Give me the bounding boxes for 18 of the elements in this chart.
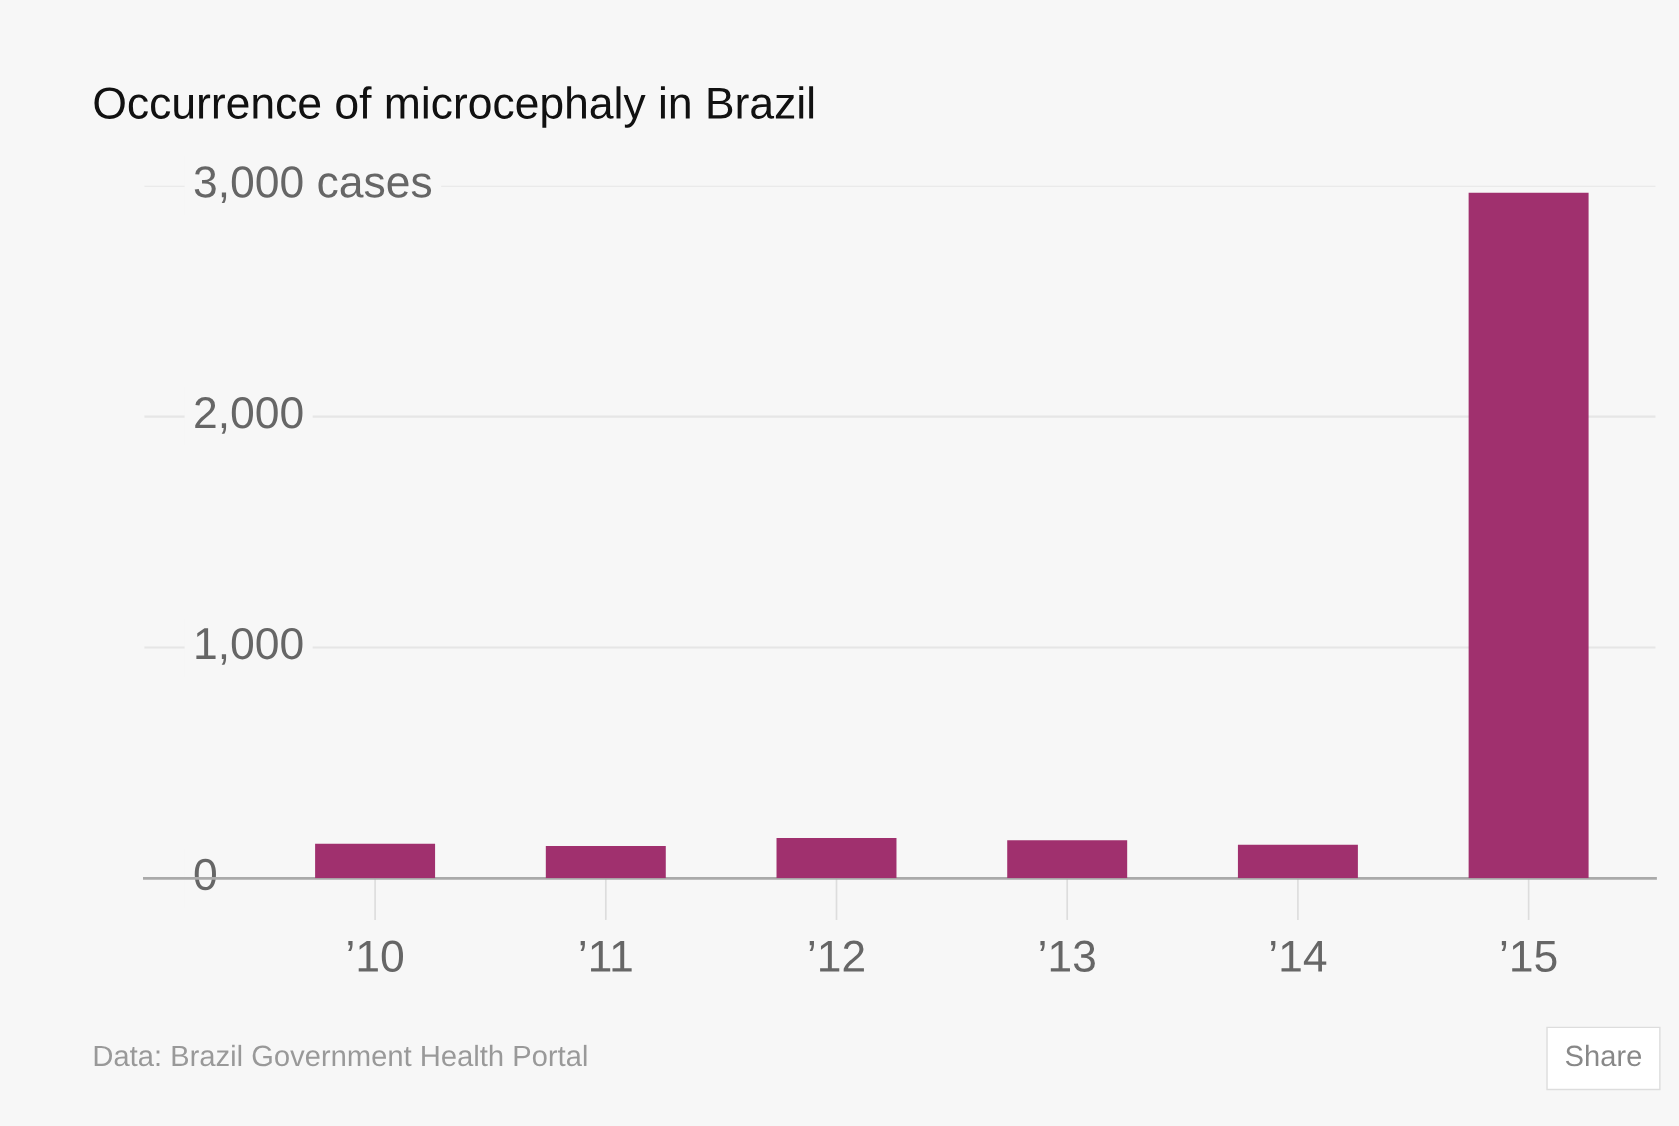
bar (545, 845, 666, 879)
bar (1007, 840, 1128, 879)
x-tick-label: ’12 (809, 940, 864, 972)
x-tick-label: ’11 (580, 941, 632, 972)
bar (1468, 192, 1589, 879)
x-tick-label: ’14 (1271, 941, 1327, 972)
bar (776, 837, 897, 879)
text: Data: Brazil Government Health Portal (94, 1044, 587, 1067)
x-tick-label: ’13 (1040, 940, 1095, 973)
x-tick-label: ’15 (1501, 941, 1557, 973)
x-tick-label: ’10 (348, 940, 404, 973)
chart-title: Occurrence of microcephaly in Brazil (94, 86, 814, 128)
bar (1237, 844, 1358, 879)
y-tick-label: 2,000 (195, 397, 303, 434)
y-tick-label: 1,000 (196, 627, 303, 665)
bar (315, 843, 436, 879)
text: Share (1565, 1044, 1642, 1067)
y-tick-label: 3,000 cases (194, 166, 432, 203)
